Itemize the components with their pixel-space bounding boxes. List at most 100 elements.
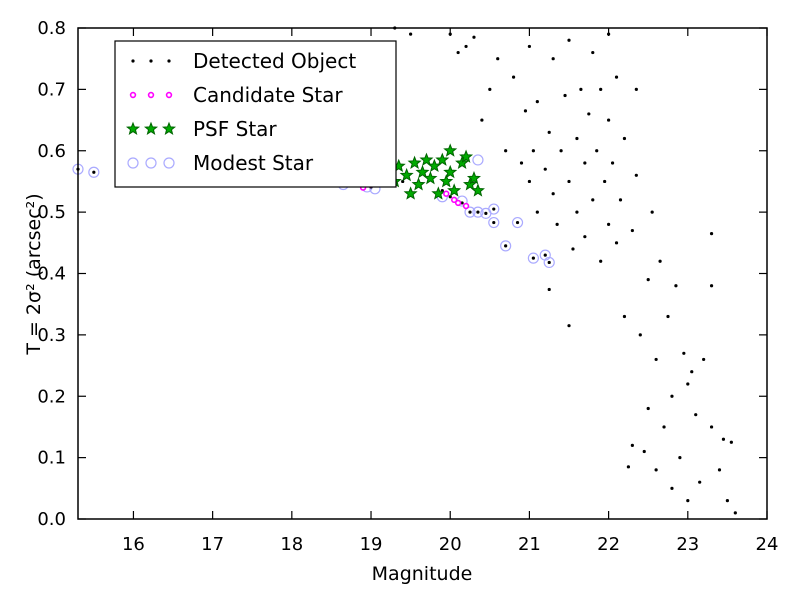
dot-point — [666, 314, 670, 319]
legend-marker — [165, 91, 173, 99]
dot-point — [678, 456, 682, 460]
dot-point — [535, 100, 539, 104]
dot-point — [682, 351, 686, 355]
dot-point — [654, 357, 658, 362]
legend-label: Candidate Star — [193, 83, 343, 107]
legend-marker — [167, 59, 171, 63]
legend-marker — [161, 121, 177, 135]
dot-point — [646, 406, 650, 411]
legend-marker — [143, 121, 159, 135]
dot-point — [583, 161, 587, 165]
star-point — [447, 183, 462, 197]
dot-point — [686, 382, 690, 386]
x-tick-label: 24 — [756, 534, 779, 555]
dot-point — [583, 235, 587, 239]
star-point — [407, 155, 422, 169]
star-point — [435, 152, 450, 166]
x-tick-label: 16 — [122, 534, 145, 555]
dot-point — [622, 136, 627, 141]
dot-point — [618, 198, 623, 202]
star-point — [466, 171, 481, 185]
dot-point — [523, 109, 528, 113]
star-point — [399, 167, 414, 182]
dot-point — [603, 179, 607, 184]
star-point — [403, 186, 418, 200]
dot-point — [595, 149, 599, 153]
dot-point — [654, 468, 658, 472]
dot-point — [571, 247, 575, 251]
dot-point — [559, 149, 563, 153]
y-tick-label: 0.6 — [37, 141, 66, 162]
star-point — [470, 183, 485, 197]
y-tick-label: 0.8 — [37, 18, 66, 39]
dot-point — [733, 511, 737, 515]
dot-point — [725, 498, 730, 503]
small-circle-point — [454, 199, 462, 207]
legend-label: PSF Star — [193, 117, 277, 141]
dot-point — [543, 167, 547, 171]
dot-point — [607, 222, 611, 226]
dot-point — [488, 87, 492, 91]
small-circle-point — [443, 190, 450, 197]
legend-box — [114, 40, 397, 188]
dot-point — [492, 207, 496, 211]
legend-marker — [131, 59, 135, 63]
legend-marker — [149, 59, 153, 63]
dot-point — [92, 170, 96, 174]
star-point — [439, 174, 454, 188]
dot-point — [480, 118, 484, 122]
star-point — [459, 149, 474, 163]
dot-point — [709, 425, 714, 429]
dot-point — [460, 201, 464, 205]
open-circle-point — [527, 252, 539, 264]
dot-point — [567, 179, 571, 184]
dot-point — [535, 210, 539, 214]
x-tick-label: 21 — [518, 534, 541, 555]
dot-point — [496, 57, 500, 61]
dot-point — [646, 278, 650, 282]
dot-point — [642, 449, 646, 454]
dot-point — [464, 44, 468, 49]
star-point — [443, 164, 458, 179]
star-point — [415, 164, 430, 179]
dot-point — [650, 210, 654, 214]
legend-marker — [145, 157, 157, 169]
legend-label: Modest Star — [193, 151, 314, 175]
dot-point — [448, 195, 452, 199]
dot-point — [587, 112, 591, 116]
dot-point — [555, 222, 559, 226]
y-axis-title: T = 2σ² (arcsec²) — [23, 193, 45, 355]
dot-point — [409, 32, 413, 36]
dot-point — [515, 220, 520, 225]
x-tick-label: 23 — [676, 534, 699, 555]
legend-marker — [125, 121, 141, 135]
y-tick-label: 0.2 — [37, 386, 66, 407]
dot-point — [686, 498, 690, 503]
dot-point — [504, 244, 508, 248]
dot-point — [527, 44, 532, 49]
star-point — [419, 152, 434, 166]
legend-entry: Detected Object — [131, 49, 356, 73]
dot-point — [674, 284, 678, 288]
dot-point — [610, 161, 615, 165]
dot-point — [484, 211, 488, 215]
dot-point — [626, 465, 631, 469]
dot-point — [504, 149, 508, 153]
legend-marker — [147, 91, 155, 99]
dot-point — [702, 357, 706, 362]
dot-point — [567, 324, 571, 328]
dot-point — [634, 87, 638, 91]
small-circle-point — [462, 202, 470, 210]
dot-point — [551, 192, 555, 196]
dot-point — [476, 210, 480, 214]
y-tick-label: 0.5 — [37, 202, 66, 223]
star-point — [423, 171, 438, 185]
dot-point — [709, 232, 714, 236]
dot-point — [468, 210, 472, 214]
dot-point — [472, 35, 476, 39]
dot-point — [599, 87, 603, 91]
dot-point — [698, 480, 702, 484]
dot-point — [709, 284, 714, 288]
dot-point — [614, 241, 619, 245]
star-point — [431, 186, 446, 200]
